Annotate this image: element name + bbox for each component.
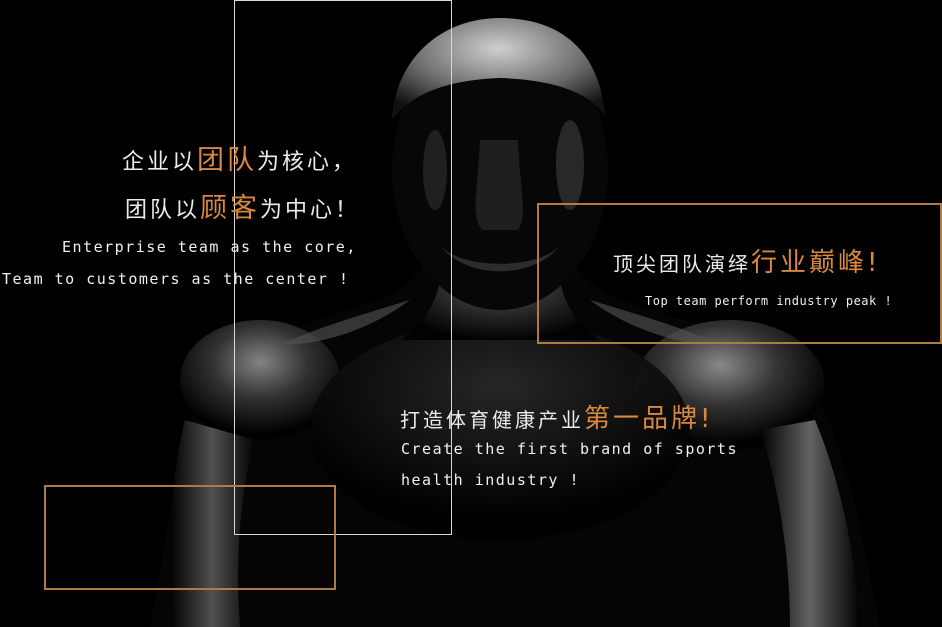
right-accent-frame xyxy=(537,203,942,344)
bottom-accent-frame xyxy=(44,485,336,590)
peak-slogan-en: Top team perform industry peak ! xyxy=(645,294,893,308)
team-slogan-line2-post: 为中心！ xyxy=(260,198,361,223)
peak-slogan: 顶尖团队演绎行业巅峰! xyxy=(613,242,880,279)
team-slogan-line1-highlight: 团队 xyxy=(197,145,258,176)
team-slogan-line1-post: 为核心， xyxy=(257,150,358,175)
brand-slogan: 打造体育健康产业第一品牌! xyxy=(400,398,713,435)
team-slogan-line1-pre: 企业以 xyxy=(122,150,198,175)
team-slogan-line1: 企业以团队为核心， xyxy=(122,138,357,177)
team-slogan-en-line1: Enterprise team as the core, xyxy=(62,238,357,256)
team-slogan-line2-highlight: 顾客 xyxy=(200,193,261,224)
brand-slogan-post: ! xyxy=(700,404,714,434)
brand-slogan-en-line1: Create the first brand of sports xyxy=(401,440,738,458)
brand-slogan-en-line2: health industry ! xyxy=(401,471,581,489)
white-outline-frame xyxy=(234,0,452,535)
team-slogan-line2: 团队以顾客为中心！ xyxy=(125,186,360,225)
brand-slogan-highlight: 第一品牌 xyxy=(584,404,701,434)
peak-slogan-post: ! xyxy=(867,248,881,278)
peak-slogan-pre: 顶尖团队演绎 xyxy=(613,252,751,276)
peak-slogan-highlight: 行业巅峰 xyxy=(751,248,868,278)
team-slogan-line2-pre: 团队以 xyxy=(125,198,201,223)
team-slogan-en-line2: Team to customers as the center ! xyxy=(2,270,350,288)
brand-slogan-pre: 打造体育健康产业 xyxy=(400,408,584,432)
